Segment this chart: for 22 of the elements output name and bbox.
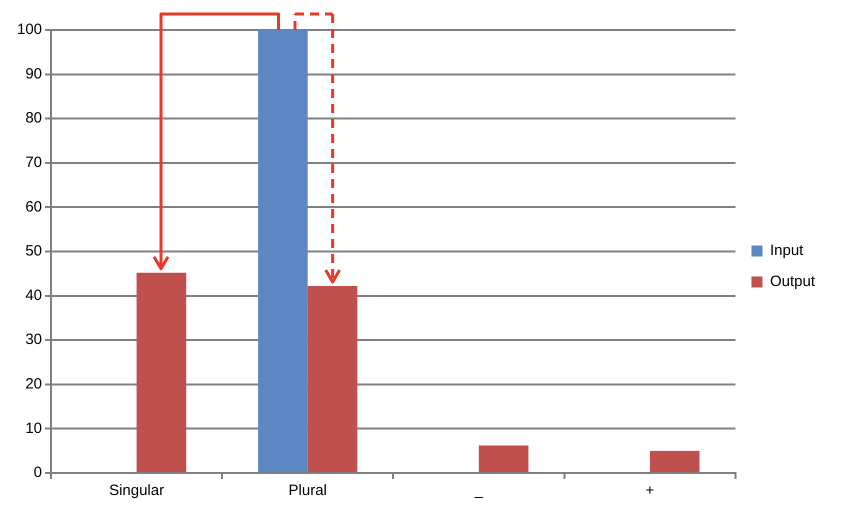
bar: [308, 286, 358, 472]
bar: [258, 30, 308, 472]
y-tick-label: 20: [25, 376, 42, 393]
y-tick-label: 60: [25, 198, 42, 216]
x-tick-label: Plural: [288, 482, 327, 500]
y-tick-label: 30: [25, 331, 42, 348]
y-tick-label: 50: [25, 242, 42, 260]
legend-label: Input: [770, 242, 804, 260]
legend-label: Output: [770, 273, 816, 290]
y-tick-label: 80: [25, 110, 42, 127]
bar: [478, 446, 528, 472]
x-tick-label: _: [474, 482, 484, 500]
y-tick-label: 70: [25, 154, 42, 172]
y-tick-label: 100: [16, 21, 42, 38]
bar: [650, 450, 700, 472]
y-tick-label: 40: [25, 286, 42, 304]
y-tick-label: 10: [25, 420, 42, 437]
y-tick-label: 0: [34, 464, 42, 482]
y-tick-label: 90: [25, 65, 42, 82]
x-tick-label: +: [646, 482, 655, 500]
bar: [136, 272, 186, 472]
x-tick-label: Singular: [109, 482, 164, 500]
